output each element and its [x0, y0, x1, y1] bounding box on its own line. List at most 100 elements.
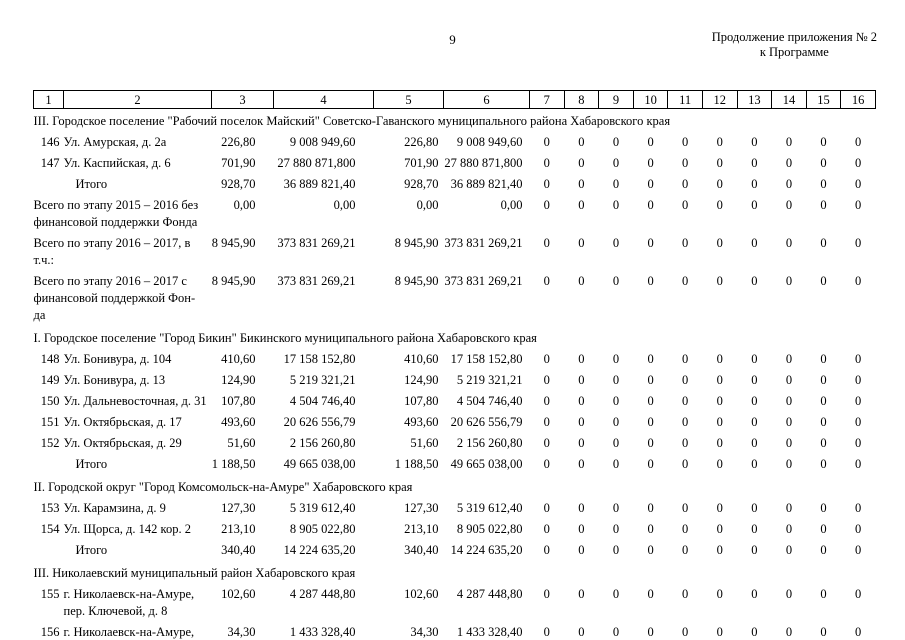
zero-value: 0	[855, 177, 862, 191]
row-label-line: г. Николаевск-на-Амуре,	[63, 587, 195, 601]
zero-value: 0	[682, 352, 689, 366]
column-header: 15	[805, 90, 842, 109]
table-row: 153 Ул. Карамзина, д. 9 127,30 5 319 612,40…	[34, 498, 876, 519]
row-number: 152	[40, 436, 60, 450]
table-row: 150 Ул. Дальневосточная, д. 31 107,80 4 504…	[34, 391, 876, 412]
zero-value: 0	[578, 373, 585, 387]
table-row: Всего по этапу 2015 – 2016 без финансовой…	[34, 195, 876, 233]
zero-value: 0	[820, 436, 827, 450]
zero-value: 0	[543, 457, 550, 471]
zero-value: 0	[682, 522, 689, 536]
row-label: Ул. Щорса, д. 142 кор. 2	[64, 519, 212, 540]
zero-value: 0	[716, 436, 723, 450]
zero-value: 0	[820, 457, 827, 471]
zero-value: 0	[543, 373, 550, 387]
row-label-line: Итого	[75, 457, 108, 471]
zero-value: 0	[855, 236, 862, 250]
row-label-line: да	[33, 308, 46, 322]
row-number: 146	[40, 135, 60, 149]
value-c5: 493,60	[404, 415, 439, 429]
row-label-line: Ул. Бонивура, д. 13	[63, 373, 166, 387]
value-c3: 1 188,50	[211, 457, 256, 471]
value-c6: 27 880 871,800	[444, 156, 523, 170]
row-number: 156	[40, 625, 60, 639]
value-c3: 124,90	[221, 373, 256, 387]
zero-value: 0	[612, 394, 620, 408]
row-label-line: Всего по этапу 2016 – 2017, в	[33, 236, 191, 250]
zero-value: 0	[647, 501, 654, 515]
row-label: г. Николаевск-на-Амуре,ул. Бошняка, д. 1…	[64, 622, 212, 640]
zero-value: 0	[578, 156, 585, 170]
table-row: 146 Ул. Амурская, д. 2а 226,80 9 008 949,60…	[34, 132, 876, 153]
value-c3: 340,40	[221, 543, 256, 557]
value-c5: 34,30	[410, 625, 439, 639]
zero-value: 0	[682, 457, 689, 471]
zero-value: 0	[785, 522, 793, 536]
value-c4: 27 880 871,800	[277, 156, 356, 170]
zero-value: 0	[820, 135, 827, 149]
header-note: Продолжение приложения № 2 к Программе	[712, 30, 877, 60]
zero-value: 0	[647, 135, 654, 149]
table-row: Итого 928,70 36 889 821,40 928,70 36 889 821…	[34, 174, 876, 195]
zero-value: 0	[785, 415, 793, 429]
zero-value: 0	[543, 587, 550, 601]
value-c4: 2 156 260,80	[289, 436, 356, 450]
zero-value: 0	[543, 236, 550, 250]
value-c6: 17 158 152,80	[450, 352, 523, 366]
zero-value: 0	[682, 373, 689, 387]
zero-value: 0	[820, 198, 827, 212]
zero-value: 0	[820, 501, 827, 515]
zero-value: 0	[785, 135, 793, 149]
zero-value: 0	[543, 415, 550, 429]
row-label: Ул. Бонивура, д. 104	[64, 349, 212, 370]
row-number: 154	[40, 522, 60, 536]
row-number: 147	[40, 156, 60, 170]
value-c4: 8 905 022,80	[289, 522, 356, 536]
zero-value: 0	[612, 373, 620, 387]
zero-value: 0	[716, 625, 723, 639]
row-label-line: г. Николаевск-на-Амуре,	[63, 625, 195, 639]
zero-value: 0	[543, 352, 550, 366]
zero-value: 0	[578, 587, 585, 601]
table-row: 151 Ул. Октябрьская, д. 17 493,60 20 626 55…	[34, 412, 876, 433]
zero-value: 0	[716, 394, 723, 408]
zero-value: 0	[751, 625, 758, 639]
page-number: 9	[449, 32, 456, 47]
row-label-line: Всего по этапу 2015 – 2016 без	[33, 198, 199, 212]
zero-value: 0	[543, 274, 550, 288]
zero-value: 0	[543, 156, 550, 170]
zero-value: 0	[855, 522, 862, 536]
total-label: Итого	[34, 174, 212, 195]
zero-value: 0	[820, 352, 827, 366]
value-c3: 107,80	[221, 394, 256, 408]
header-note-line1: Продолжение приложения № 2	[711, 30, 877, 44]
zero-value: 0	[855, 373, 862, 387]
value-c6: 373 831 269,21	[444, 236, 523, 250]
zero-value: 0	[578, 457, 585, 471]
zero-value: 0	[612, 501, 620, 515]
value-c5: 1 188,50	[394, 457, 439, 471]
zero-value: 0	[751, 156, 758, 170]
zero-value: 0	[716, 135, 723, 149]
zero-value: 0	[612, 625, 620, 639]
zero-value: 0	[612, 177, 620, 191]
zero-value: 0	[820, 522, 827, 536]
row-label: Ул. Амурская, д. 2а	[64, 132, 212, 153]
zero-value: 0	[578, 394, 585, 408]
summary-label: Всего по этапу 2016 – 2017, в т.ч.:	[34, 233, 212, 271]
value-c4: 1 433 328,40	[289, 625, 356, 639]
zero-value: 0	[612, 457, 620, 471]
table-row: 152 Ул. Октябрьская, д. 29 51,60 2 156 260,…	[34, 433, 876, 454]
zero-value: 0	[647, 522, 654, 536]
zero-value: 0	[751, 236, 758, 250]
column-header: 10	[632, 90, 669, 109]
zero-value: 0	[682, 415, 689, 429]
zero-value: 0	[682, 274, 689, 288]
zero-value: 0	[647, 587, 654, 601]
value-c5: 701,90	[404, 156, 439, 170]
value-c5: 340,40	[404, 543, 439, 557]
row-label-line: Ул. Октябрьская, д. 17	[63, 415, 182, 429]
zero-value: 0	[785, 274, 793, 288]
zero-value: 0	[647, 198, 654, 212]
zero-value: 0	[855, 436, 862, 450]
